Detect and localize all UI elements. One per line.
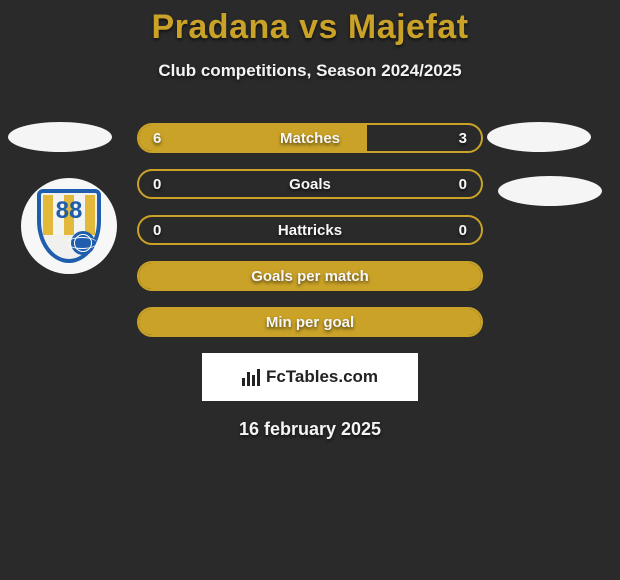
page-title: Pradana vs Majefat (0, 0, 620, 47)
bar-label: Min per goal (139, 309, 481, 335)
subtitle: Club competitions, Season 2024/2025 (0, 61, 620, 81)
bar-label: Goals (139, 171, 481, 197)
stat-bar: 0Hattricks0 (137, 215, 483, 245)
club-logo: 88 (21, 178, 117, 274)
fctables-attribution[interactable]: FcTables.com (202, 353, 418, 401)
date-stamp: 16 february 2025 (0, 419, 620, 440)
stat-bar: Goals per match (137, 261, 483, 291)
player-badge-right (487, 122, 591, 152)
stat-bar: Min per goal (137, 307, 483, 337)
fctables-label: FcTables.com (266, 367, 378, 387)
bar-value-right: 3 (459, 125, 467, 151)
stat-bar: 0Goals0 (137, 169, 483, 199)
bar-label: Hattricks (139, 217, 481, 243)
bar-value-right: 0 (459, 171, 467, 197)
bar-label: Goals per match (139, 263, 481, 289)
player-badge-right-2 (498, 176, 602, 206)
bar-chart-icon (242, 368, 260, 386)
stat-bar: 6Matches3 (137, 123, 483, 153)
stats-bars: 6Matches30Goals00Hattricks0Goals per mat… (137, 123, 483, 337)
bar-label: Matches (139, 125, 481, 151)
bar-value-right: 0 (459, 217, 467, 243)
soccer-ball-icon (71, 231, 95, 255)
player-badge-left (8, 122, 112, 152)
club-number: 88 (43, 197, 95, 225)
